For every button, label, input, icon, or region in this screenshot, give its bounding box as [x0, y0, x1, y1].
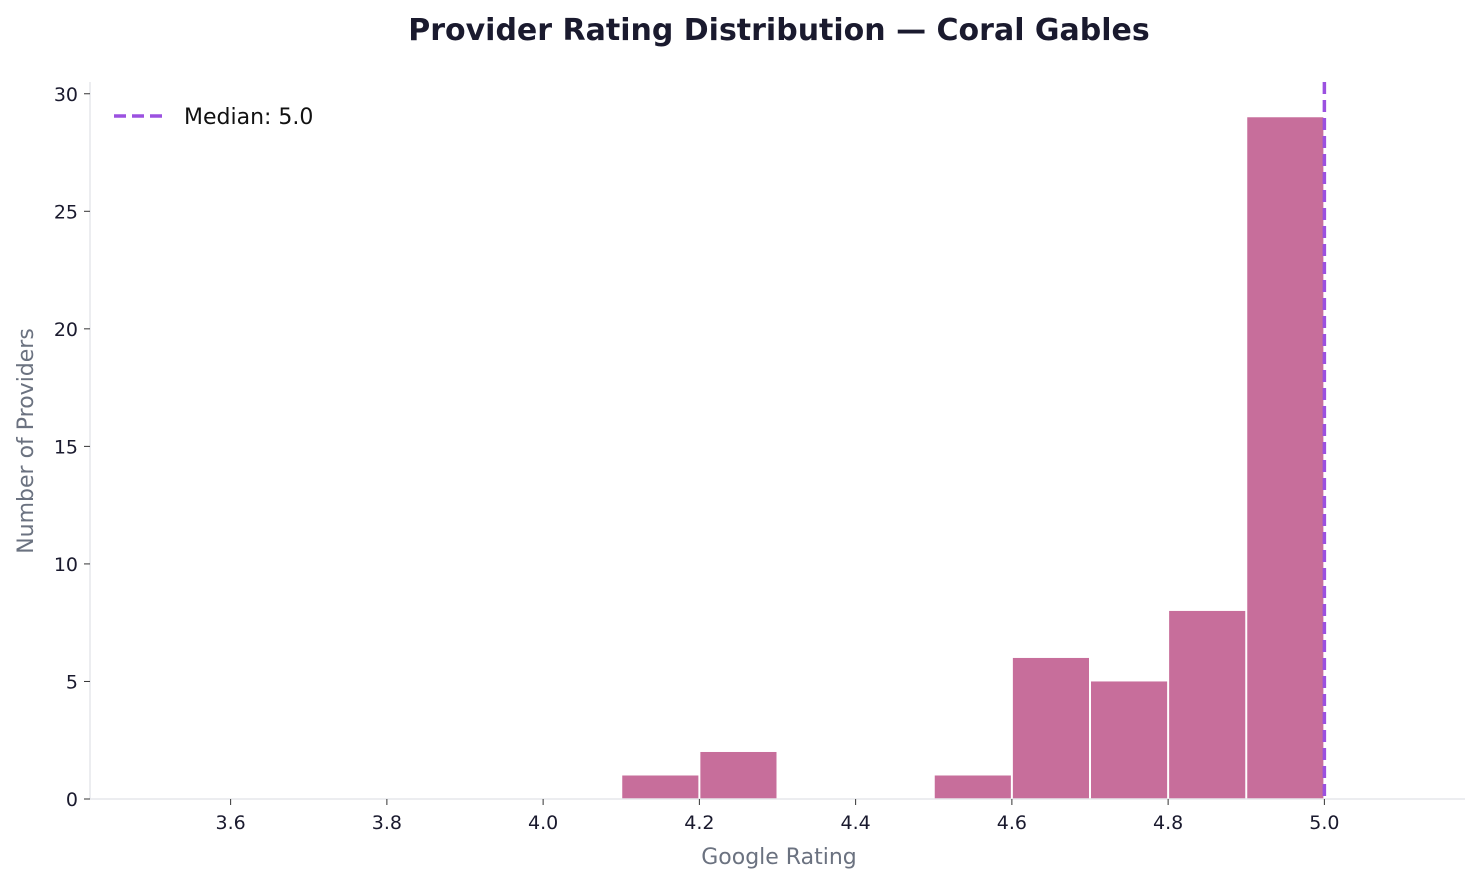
y-tick-label: 10: [54, 554, 78, 576]
histogram-bar-2: [934, 775, 1011, 799]
y-tick-label: 30: [54, 84, 78, 106]
y-tick-label: 5: [66, 671, 78, 693]
legend-median-label: Median: 5.0: [184, 105, 313, 130]
chart-title: Provider Rating Distribution — Coral Gab…: [408, 13, 1150, 48]
x-tick-label: 3.8: [372, 812, 402, 834]
histogram-bar-4: [1091, 681, 1168, 799]
x-tick-label: 4.2: [684, 812, 714, 834]
x-tick-label: 4.0: [528, 812, 558, 834]
x-tick-label: 5.0: [1309, 812, 1339, 834]
y-tick-label: 25: [54, 201, 78, 223]
y-tick-label: 0: [66, 789, 78, 811]
y-axis-label: Number of Providers: [14, 328, 39, 554]
x-tick-label: 4.6: [997, 812, 1027, 834]
x-tick-label: 4.8: [1153, 812, 1183, 834]
y-tick-label: 20: [54, 319, 78, 341]
x-axis-label: Google Rating: [701, 845, 857, 870]
x-tick-label: 3.6: [216, 812, 246, 834]
y-tick-label: 15: [54, 436, 78, 458]
legend: Median: 5.0: [114, 105, 313, 130]
histogram-bar-1: [700, 751, 777, 799]
histogram-bar-6: [1247, 117, 1324, 799]
histogram-bar-5: [1169, 610, 1246, 799]
histogram-bar-0: [622, 775, 699, 799]
x-tick-label: 4.4: [841, 812, 871, 834]
histogram-bar-3: [1012, 657, 1089, 799]
